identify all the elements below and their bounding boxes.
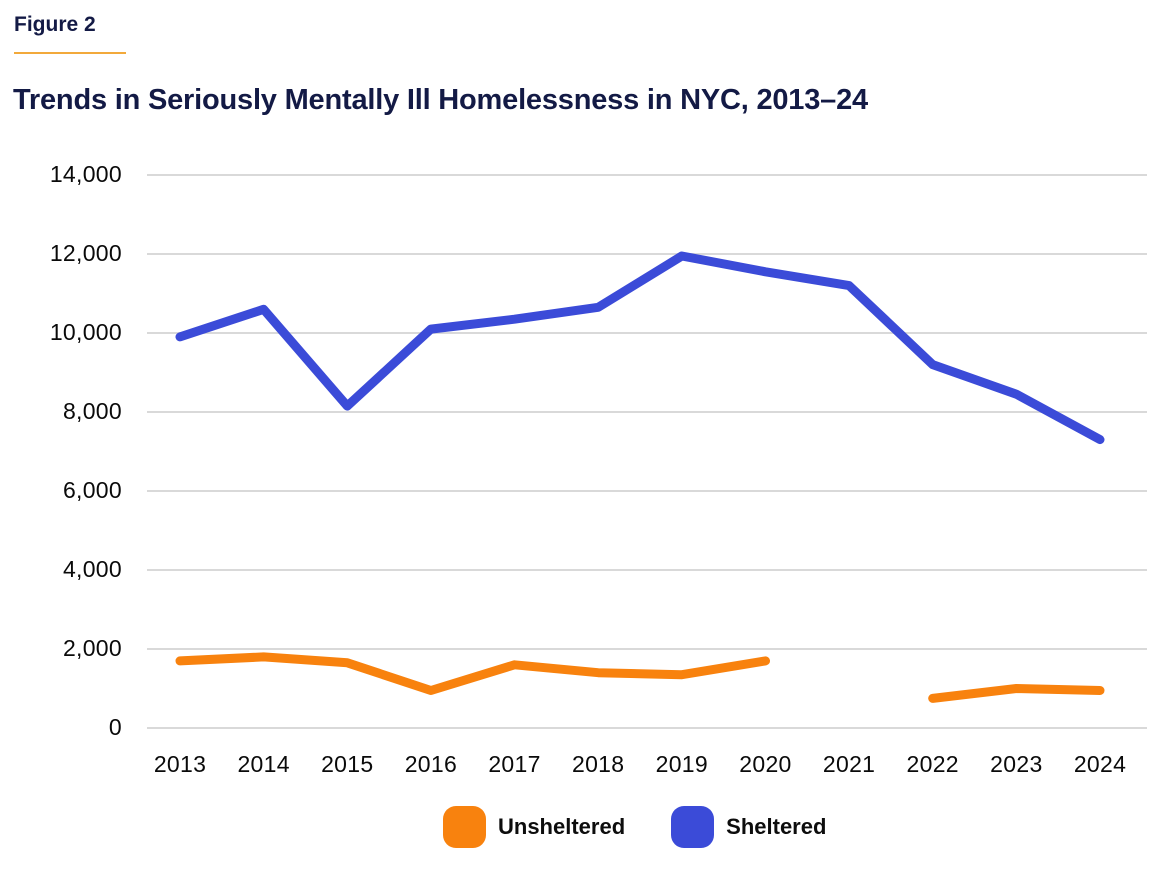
- y-tick-label: 10,000: [49, 318, 122, 345]
- y-tick-label: 4,000: [62, 555, 122, 582]
- x-tick-label: 2022: [906, 751, 959, 777]
- chart-title: Trends in Seriously Mentally Ill Homeles…: [13, 84, 868, 116]
- legend-item-unsheltered: Unsheltered: [443, 806, 625, 848]
- x-tick-label: 2024: [1073, 751, 1127, 777]
- unsheltered-swatch: [443, 806, 486, 848]
- x-tick-label: 2016: [404, 751, 458, 777]
- unsheltered-legend-label: Unsheltered: [498, 814, 626, 839]
- legend-item-sheltered: Sheltered: [671, 806, 826, 848]
- figure-label-underline: [14, 52, 126, 54]
- series-lines: [175, 251, 1105, 703]
- x-tick-label: 2014: [237, 751, 290, 777]
- y-tick-label: 0: [108, 713, 122, 740]
- y-tick-label: 12,000: [49, 239, 122, 266]
- figure-label: Figure 2: [14, 13, 96, 36]
- sheltered-legend-label: Sheltered: [726, 814, 827, 839]
- x-tick-label: 2015: [321, 751, 374, 777]
- x-tick-label: 2020: [739, 751, 792, 777]
- y-tick-label: 6,000: [62, 476, 122, 503]
- y-tick-label: 2,000: [62, 634, 122, 661]
- x-tick-label: 2017: [488, 751, 541, 777]
- sheltered-line: [175, 251, 1105, 445]
- sheltered-swatch: [671, 806, 715, 848]
- x-tick-label: 2018: [571, 751, 625, 777]
- y-tick-label: 14,000: [49, 160, 122, 187]
- x-tick-label: 2021: [822, 751, 876, 777]
- x-tick-label: 2019: [655, 751, 708, 777]
- unsheltered-line: [175, 652, 1105, 703]
- y-tick-label: 8,000: [62, 397, 122, 424]
- gridlines: [147, 174, 1147, 729]
- legend: Unsheltered Sheltered: [443, 806, 826, 848]
- x-tick-label: 2023: [990, 751, 1043, 777]
- x-tick-label: 2013: [153, 751, 207, 777]
